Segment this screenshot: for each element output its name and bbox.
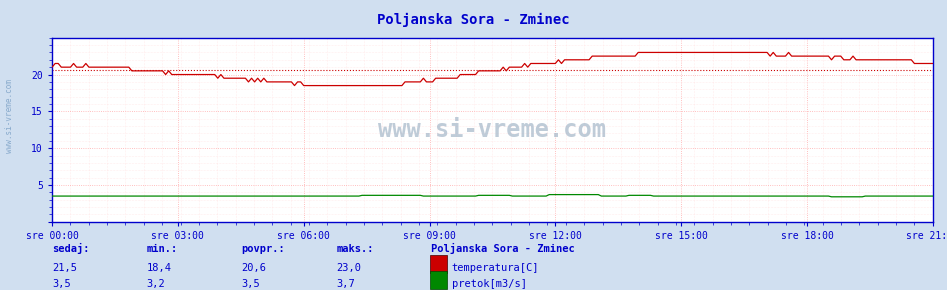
Text: povpr.:: povpr.: [241,244,285,254]
Text: 18,4: 18,4 [147,263,171,273]
Text: 3,2: 3,2 [147,279,166,289]
Text: Poljanska Sora - Zminec: Poljanska Sora - Zminec [377,13,570,27]
Text: 20,6: 20,6 [241,263,266,273]
Text: sedaj:: sedaj: [52,243,90,254]
Text: 21,5: 21,5 [52,263,77,273]
Text: min.:: min.: [147,244,178,254]
Text: www.si-vreme.com: www.si-vreme.com [379,118,606,142]
Text: 3,5: 3,5 [241,279,260,289]
Text: 3,7: 3,7 [336,279,355,289]
Text: 3,5: 3,5 [52,279,71,289]
Text: Poljanska Sora - Zminec: Poljanska Sora - Zminec [431,243,575,254]
Text: maks.:: maks.: [336,244,374,254]
Text: temperatura[C]: temperatura[C] [452,263,539,273]
Text: 23,0: 23,0 [336,263,361,273]
Text: pretok[m3/s]: pretok[m3/s] [452,279,527,289]
Text: www.si-vreme.com: www.si-vreme.com [5,79,14,153]
